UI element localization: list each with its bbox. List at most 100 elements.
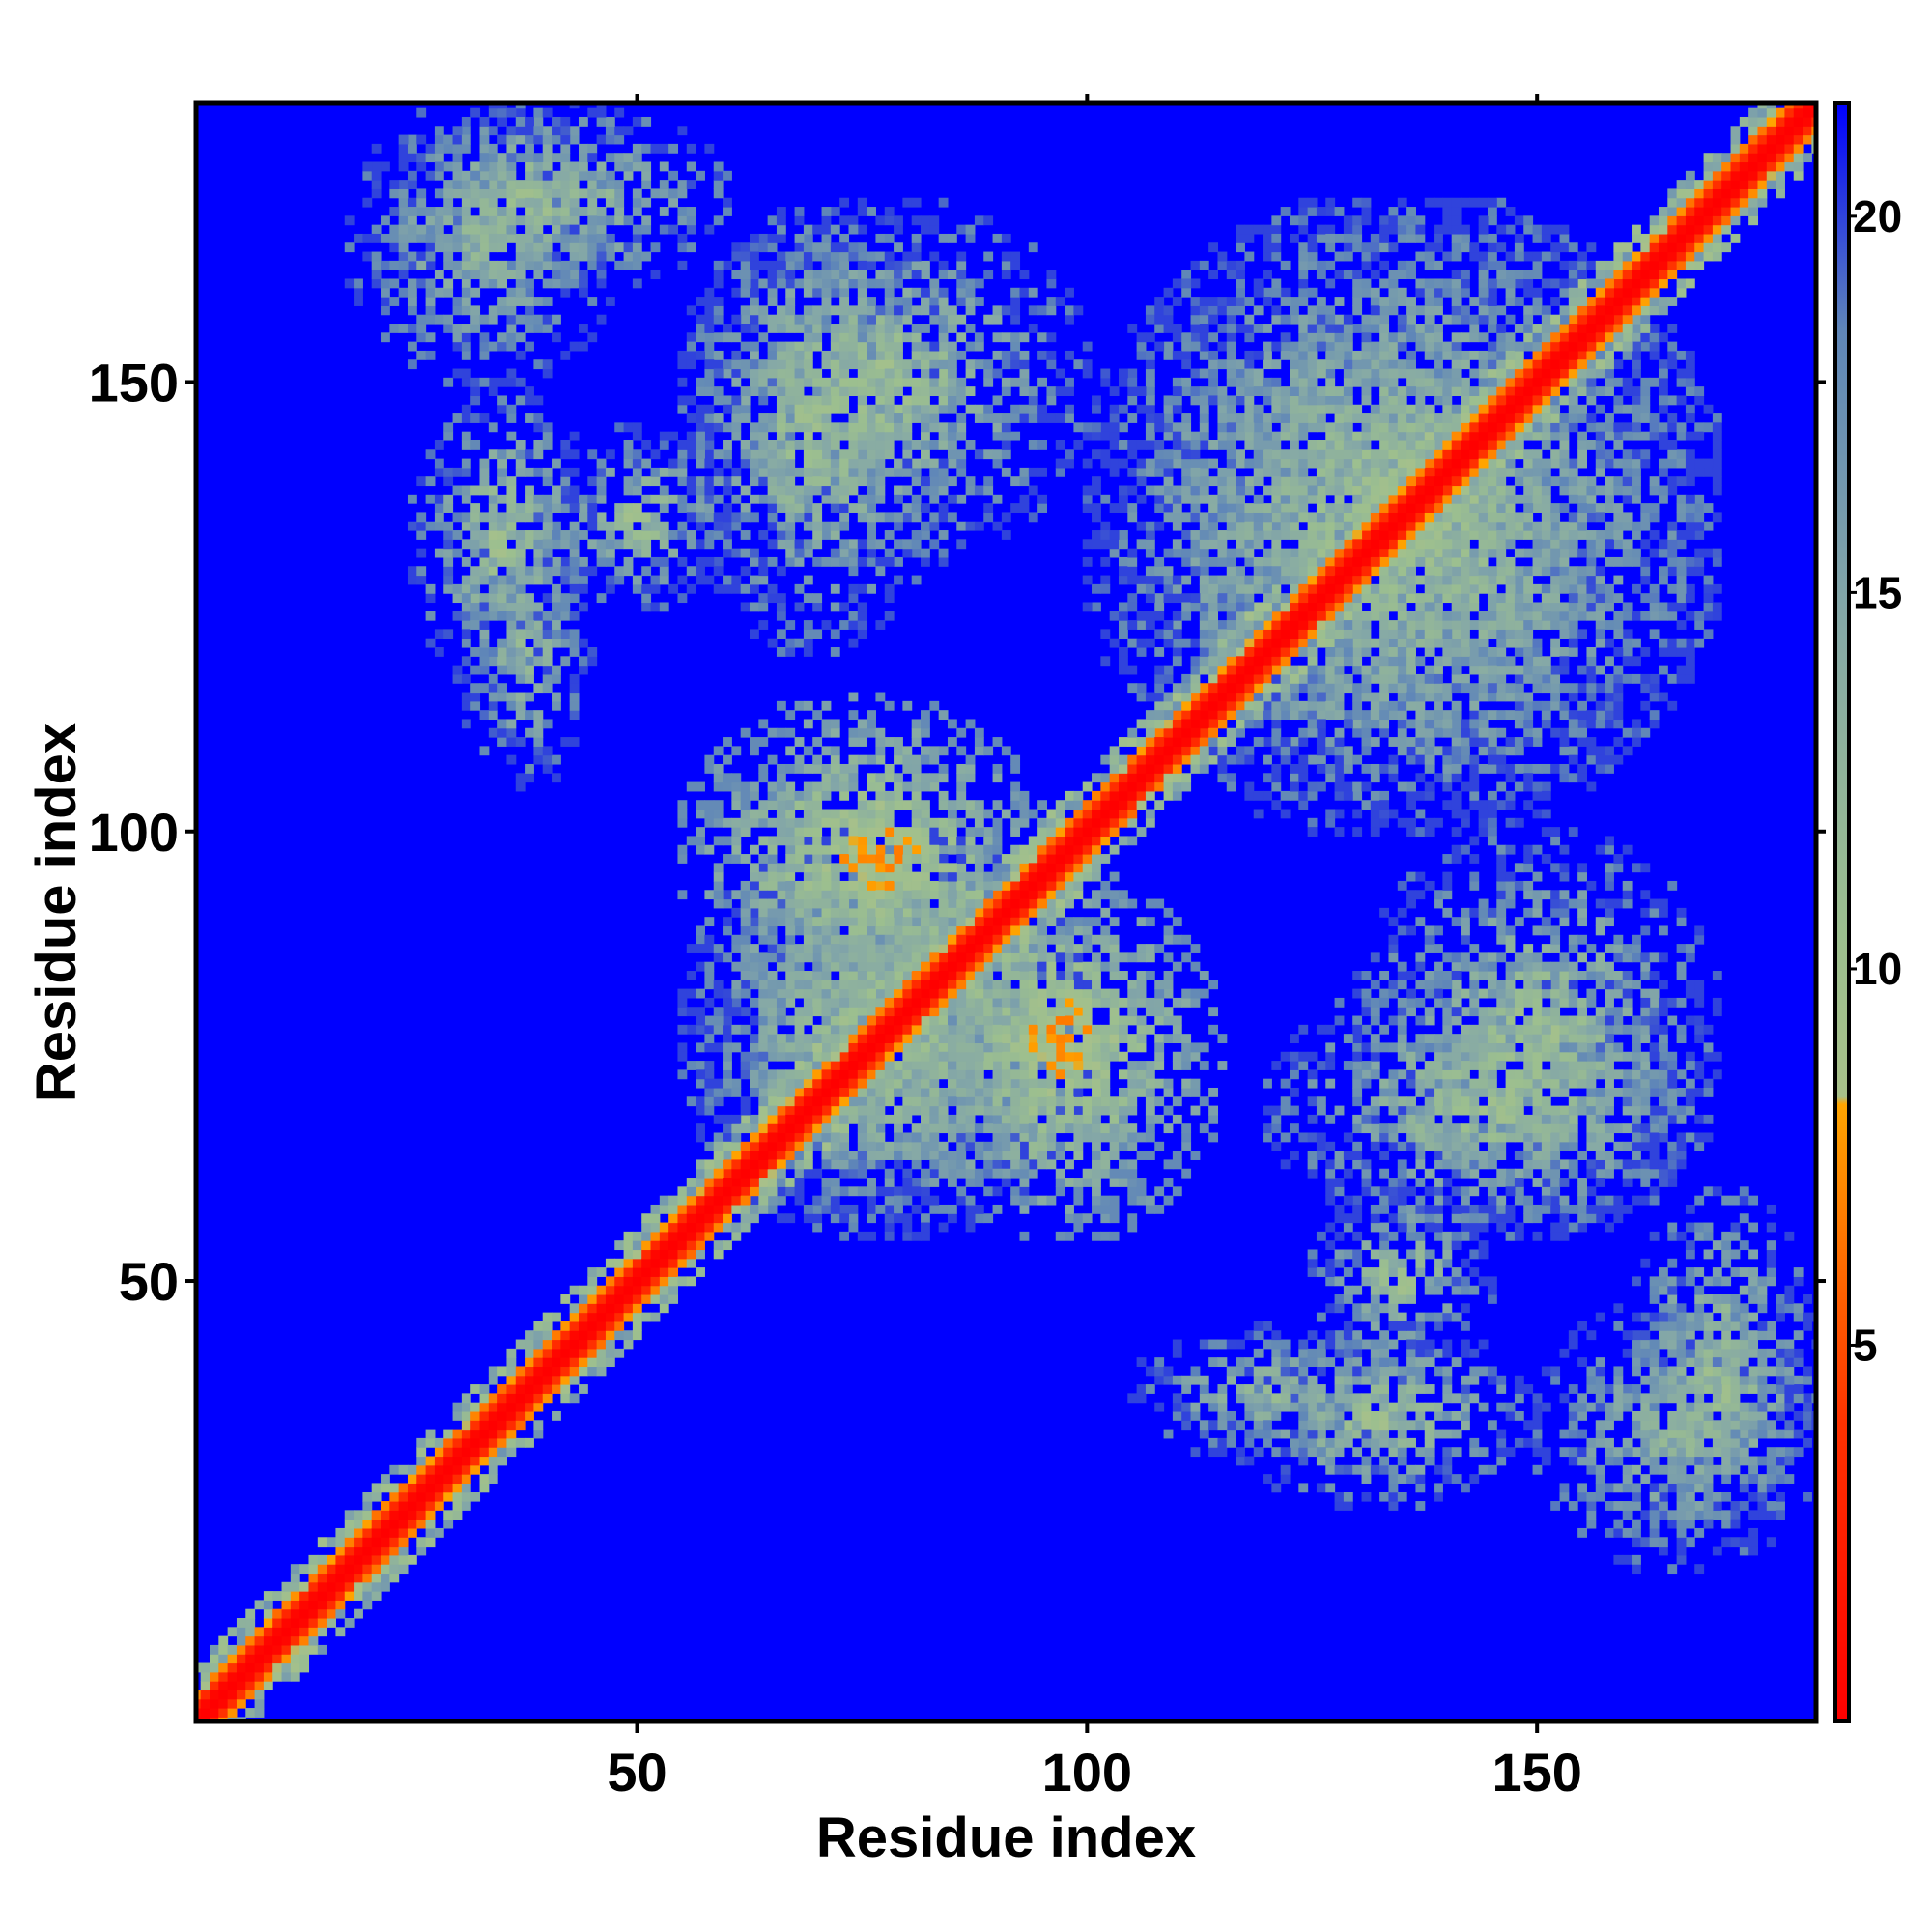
heatmap-cell [1434, 566, 1443, 577]
heatmap-cell [1514, 467, 1524, 477]
heatmap-cell [1100, 1042, 1111, 1053]
heatmap-cell [1010, 817, 1021, 828]
heatmap-cell [713, 800, 724, 810]
heatmap-cell [1550, 683, 1561, 694]
heatmap-cell [1532, 521, 1543, 531]
heatmap-cell [1505, 710, 1516, 721]
heatmap-cell [1307, 700, 1318, 711]
heatmap-cell [1469, 368, 1480, 379]
heatmap-cell [767, 925, 778, 936]
heatmap-cell [1361, 359, 1372, 370]
heatmap-cell [1397, 494, 1407, 504]
heatmap-cell [1208, 737, 1219, 747]
heatmap-cell [894, 1087, 903, 1097]
heatmap-cell [1451, 827, 1462, 837]
heatmap-cell [1199, 350, 1209, 360]
heatmap-cell [1388, 458, 1399, 469]
heatmap-cell [1307, 629, 1318, 639]
heatmap-cell [1703, 611, 1714, 621]
heatmap-cell [677, 997, 688, 1008]
heatmap-cell [1577, 458, 1587, 469]
heatmap-cell [1640, 314, 1651, 325]
heatmap-cell [956, 1168, 967, 1179]
heatmap-cell [965, 1123, 976, 1134]
heatmap-cell [1397, 368, 1407, 379]
heatmap-cell [1028, 944, 1038, 953]
heatmap-cell [1478, 395, 1489, 406]
heatmap-cell [1406, 476, 1416, 487]
heatmap-cell [1523, 521, 1534, 531]
heatmap-cell [947, 917, 957, 927]
heatmap-cell [1298, 539, 1309, 550]
heatmap-cell [1388, 350, 1399, 360]
heatmap-cell [1685, 521, 1695, 531]
heatmap-cell [1388, 521, 1399, 531]
heatmap-cell [1280, 395, 1291, 406]
heatmap-cell [1236, 260, 1245, 270]
heatmap-cell [983, 925, 994, 936]
heatmap-cell [1253, 431, 1264, 441]
heatmap-cell [1461, 270, 1470, 280]
heatmap-cell [1019, 1105, 1030, 1116]
heatmap-cell [1271, 700, 1282, 711]
heatmap-cell [1244, 404, 1255, 414]
heatmap-cell [894, 790, 903, 801]
heatmap-cell [1082, 1024, 1093, 1035]
heatmap-cell [1577, 583, 1587, 594]
heatmap-cell [1290, 413, 1299, 423]
heatmap-cell [1577, 404, 1587, 414]
heatmap-cell [1172, 1159, 1182, 1170]
heatmap-cell [1451, 305, 1462, 316]
heatmap-cell [1613, 521, 1624, 531]
heatmap-cell [1334, 422, 1345, 433]
heatmap-cell [1559, 476, 1570, 487]
heatmap-cell [1163, 503, 1174, 513]
heatmap-cell [731, 1024, 742, 1035]
heatmap-cell [1343, 575, 1353, 585]
heatmap-cell [1379, 224, 1390, 235]
heatmap-cell [1290, 710, 1299, 721]
heatmap-cell [1334, 270, 1345, 280]
heatmap-cell [938, 1061, 949, 1070]
heatmap-cell [723, 1114, 732, 1124]
heatmap-cell [1226, 638, 1236, 648]
heatmap-cell [1442, 368, 1453, 379]
heatmap-cell [812, 871, 823, 882]
heatmap-cell [830, 1007, 840, 1017]
heatmap-cell [1280, 809, 1291, 819]
heatmap-cell [1586, 556, 1597, 567]
heatmap-cell [1217, 593, 1228, 604]
heatmap-cell [1118, 1178, 1128, 1187]
heatmap-cell [803, 1061, 813, 1070]
heatmap-cell [1181, 359, 1192, 370]
heatmap-cell [1190, 458, 1201, 469]
heatmap-cell [1487, 763, 1497, 774]
heatmap-cell [1280, 314, 1291, 325]
heatmap-cell [1280, 207, 1291, 216]
heatmap-cell [1622, 485, 1633, 496]
heatmap-cell [1092, 503, 1101, 513]
heatmap-cell [1226, 270, 1236, 280]
heatmap-cell [992, 997, 1003, 1008]
heatmap-cell [1523, 431, 1534, 441]
heatmap-cell [965, 754, 976, 765]
heatmap-cell [1478, 692, 1489, 702]
heatmap-cell [1181, 575, 1192, 585]
heatmap-cell [758, 817, 769, 828]
heatmap-cell [1280, 431, 1291, 441]
heatmap-cell [750, 925, 759, 936]
heatmap-cell [785, 809, 796, 819]
heatmap-cell [830, 961, 840, 972]
heatmap-cell [1334, 359, 1345, 370]
heatmap-cell [929, 988, 940, 999]
heatmap-cell [884, 952, 895, 963]
heatmap-cell [965, 1168, 976, 1179]
heatmap-cell [1632, 350, 1641, 360]
heatmap-cell [921, 1069, 930, 1080]
heatmap-cell [1712, 611, 1722, 621]
heatmap-cell [1550, 377, 1561, 387]
heatmap-cell [1325, 566, 1336, 577]
heatmap-cell [1217, 404, 1228, 414]
heatmap-cell [1461, 673, 1470, 684]
heatmap-cell [1568, 530, 1578, 540]
